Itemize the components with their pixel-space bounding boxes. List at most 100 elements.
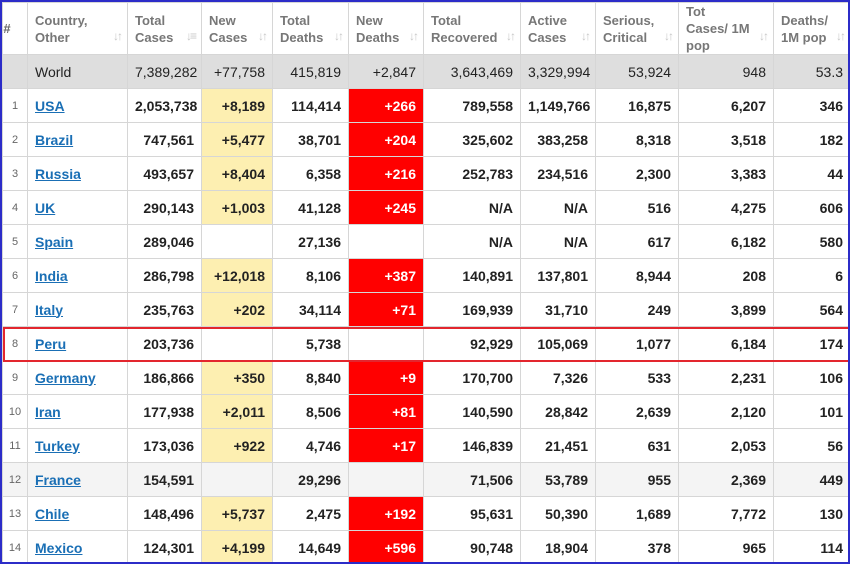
total-recovered-cell: 170,700 [423, 360, 521, 395]
column-header-3[interactable]: New Cases ↓↑ [201, 2, 273, 55]
table-header: # Country, Other ↓↑ Total Cases ↓≡ New Cases ↓… [2, 2, 848, 55]
sort-icon[interactable]: ↓↑ [258, 29, 268, 43]
column-header-label: Total Deaths [280, 12, 324, 45]
total-cases-cell: 2,053,738 [127, 88, 202, 123]
country-link[interactable]: India [35, 267, 68, 284]
sort-icon[interactable]: ↓↑ [113, 29, 123, 43]
cases-per-1m-cell: 2,231 [678, 360, 774, 395]
total-recovered-cell: 169,939 [423, 292, 521, 327]
country-link[interactable]: Chile [35, 505, 70, 522]
new-cases-cell: +8,189 [201, 88, 273, 123]
column-header-label: New Deaths [356, 12, 400, 45]
sort-icon[interactable]: ↓≡ [185, 29, 197, 43]
new-cases-cell: +5,737 [201, 496, 273, 531]
total-deaths-cell: 4,746 [272, 428, 349, 463]
cases-per-1m-cell: 948 [678, 54, 774, 89]
row-index: 13 [2, 496, 28, 531]
total-recovered-cell: 146,839 [423, 428, 521, 463]
column-header-4[interactable]: Total Deaths ↓↑ [272, 2, 349, 55]
column-header-0[interactable]: # [2, 2, 28, 55]
country-link[interactable]: France [35, 471, 81, 488]
sort-icon[interactable]: ↓↑ [581, 29, 591, 43]
total-cases-cell: 203,736 [127, 326, 202, 361]
country-link[interactable]: Italy [35, 301, 64, 318]
sort-icon[interactable]: ↓↑ [409, 29, 419, 43]
column-header-6[interactable]: Total Recovered ↓↑ [423, 2, 521, 55]
country-link[interactable]: Peru [35, 335, 67, 352]
new-cases-cell: +202 [201, 292, 273, 327]
country-link[interactable]: Turkey [35, 437, 80, 454]
total-deaths-cell: 415,819 [272, 54, 349, 89]
total-deaths-cell: 41,128 [272, 190, 349, 225]
total-recovered-cell: 95,631 [423, 496, 521, 531]
row-index: 11 [2, 428, 28, 463]
new-cases-cell: +5,477 [201, 122, 273, 157]
row-index: 1 [2, 88, 28, 123]
world-row: World 7,389,282 +77,758 415,819 +2,847 3,643,… [2, 54, 848, 89]
sort-icon[interactable]: ↓↑ [664, 29, 674, 43]
column-header-10[interactable]: Deaths/ 1M pop ↓↑ [773, 2, 848, 55]
column-header-9[interactable]: Tot Cases/ 1M pop ↓↑ [678, 2, 774, 55]
country-link[interactable]: Brazil [35, 131, 74, 148]
total-deaths-cell: 38,701 [272, 122, 349, 157]
country-link[interactable]: USA [35, 97, 65, 114]
new-cases-cell: +350 [201, 360, 273, 395]
country-cell: UK [27, 190, 128, 225]
active-cases-cell: 234,516 [520, 156, 596, 191]
sort-icon[interactable]: ↓↑ [759, 29, 769, 43]
column-header-5[interactable]: New Deaths ↓↑ [348, 2, 424, 55]
serious-critical-cell: 1,077 [595, 326, 679, 361]
sort-icon[interactable]: ↓↑ [836, 29, 846, 43]
country-cell: Germany [27, 360, 128, 395]
country-link[interactable]: Germany [35, 369, 96, 386]
country-cell: Turkey [27, 428, 128, 463]
deaths-per-1m-cell: 580 [773, 224, 848, 259]
column-header-8[interactable]: Serious, Critical ↓↑ [595, 2, 679, 55]
column-header-7[interactable]: Active Cases ↓↑ [520, 2, 596, 55]
total-recovered-cell: N/A [423, 190, 521, 225]
active-cases-cell: 53,789 [520, 462, 596, 497]
table-row: 7 Italy 235,763 +202 34,114 +71 169,939 31,710 2… [2, 292, 848, 327]
new-cases-cell: +8,404 [201, 156, 273, 191]
total-cases-cell: 747,561 [127, 122, 202, 157]
table-row: 6 India 286,798 +12,018 8,106 +387 140,891 137,… [2, 258, 848, 293]
cases-per-1m-cell: 3,383 [678, 156, 774, 191]
new-cases-cell [201, 326, 273, 361]
country-link[interactable]: Iran [35, 403, 61, 420]
sort-icon[interactable]: ↓↑ [506, 29, 516, 43]
column-header-label: Serious, Critical [603, 12, 655, 45]
new-deaths-cell: +17 [348, 428, 424, 463]
table-row: 11 Turkey 173,036 +922 4,746 +17 146,839 21,451… [2, 428, 848, 463]
total-recovered-cell: 71,506 [423, 462, 521, 497]
total-cases-cell: 289,046 [127, 224, 202, 259]
total-cases-cell: 235,763 [127, 292, 202, 327]
total-deaths-cell: 34,114 [272, 292, 349, 327]
total-recovered-cell: 325,602 [423, 122, 521, 157]
column-header-1[interactable]: Country, Other ↓↑ [27, 2, 128, 55]
active-cases-cell: N/A [520, 190, 596, 225]
new-cases-cell [201, 462, 273, 497]
table-row: 2 Brazil 747,561 +5,477 38,701 +204 325,602 383… [2, 122, 848, 157]
deaths-per-1m-cell: 449 [773, 462, 848, 497]
column-header-label: Total Recovered [431, 12, 498, 45]
country-link[interactable]: UK [35, 199, 56, 216]
new-cases-cell [201, 224, 273, 259]
country-link[interactable]: Mexico [35, 539, 83, 556]
country-link[interactable]: Spain [35, 233, 74, 250]
country-link[interactable]: Russia [35, 165, 81, 182]
cases-per-1m-cell: 6,207 [678, 88, 774, 123]
total-recovered-cell: 252,783 [423, 156, 521, 191]
table-row: 4 UK 290,143 +1,003 41,128 +245 N/A N/A 516 4,275… [2, 190, 848, 225]
column-header-label: Deaths/ 1M pop [781, 12, 828, 45]
country-cell: Chile [27, 496, 128, 531]
table-row: 3 Russia 493,657 +8,404 6,358 +216 252,783 234,… [2, 156, 848, 191]
total-cases-cell: 286,798 [127, 258, 202, 293]
column-header-2[interactable]: Total Cases ↓≡ [127, 2, 202, 55]
total-deaths-cell: 29,296 [272, 462, 349, 497]
sort-icon[interactable]: ↓↑ [334, 29, 344, 43]
active-cases-cell: 1,149,766 [520, 88, 596, 123]
total-recovered-cell: 140,891 [423, 258, 521, 293]
row-index: 14 [2, 530, 28, 562]
deaths-per-1m-cell: 346 [773, 88, 848, 123]
